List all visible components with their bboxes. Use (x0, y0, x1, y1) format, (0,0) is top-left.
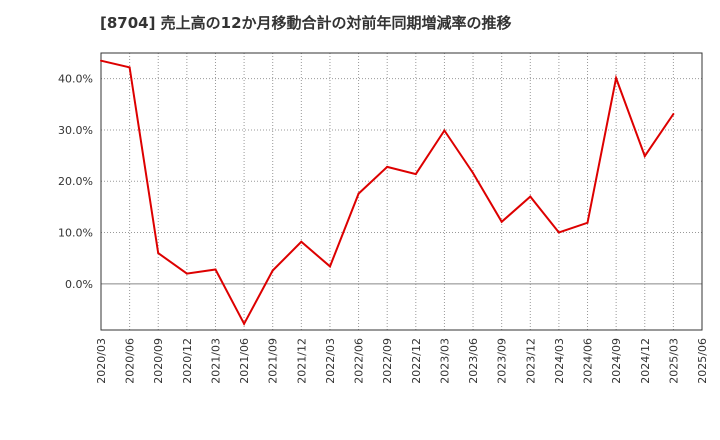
data-point (214, 268, 217, 271)
series-layer (100, 59, 675, 326)
x-tick-label: 2021/06 (238, 338, 251, 384)
x-tick-label: 2022/12 (410, 338, 423, 384)
x-tick-label: 2023/03 (438, 338, 451, 384)
data-point (615, 77, 618, 80)
chart-title: [8704] 売上高の12か月移動合計の対前年同期増減率の推移 (100, 14, 512, 32)
x-tick-label: 2024/06 (582, 338, 595, 384)
x-tick-label: 2020/09 (152, 338, 165, 384)
x-tick-label: 2022/06 (353, 338, 366, 384)
x-tick-label: 2020/06 (124, 338, 137, 384)
x-tick-label: 2021/09 (267, 338, 280, 384)
x-tick-label: 2022/03 (324, 338, 337, 384)
data-point (500, 220, 503, 223)
data-point (243, 322, 246, 325)
y-tick-label: 20.0% (58, 175, 93, 188)
data-point (472, 172, 475, 175)
y-axis-ticks: 0.0% 10.0% 20.0% 30.0% 40.0% (58, 73, 93, 291)
x-tick-label: 2021/12 (295, 338, 308, 384)
data-point (414, 173, 417, 176)
data-point (157, 252, 160, 255)
y-tick-label: 0.0% (65, 278, 93, 291)
plot-frame (100, 52, 703, 331)
x-tick-label: 2024/03 (553, 338, 566, 384)
data-point (443, 129, 446, 132)
x-tick-label: 2021/03 (209, 338, 222, 384)
data-point (586, 221, 589, 224)
x-tick-label: 2023/12 (524, 338, 537, 384)
data-point (386, 165, 389, 168)
data-point (328, 265, 331, 268)
x-tick-label: 2023/09 (496, 338, 509, 384)
x-tick-label: 2020/12 (181, 338, 194, 384)
data-point (557, 231, 560, 234)
data-point (100, 59, 102, 62)
x-tick-label: 2025/06 (696, 338, 709, 384)
data-point (185, 272, 188, 275)
data-point (672, 113, 675, 116)
x-axis-ticks: 2020/03 2020/06 2020/09 2020/12 2021/03 2021/… (95, 338, 709, 384)
y-tick-label: 10.0% (58, 227, 93, 240)
data-point (529, 195, 532, 198)
data-point (271, 269, 274, 272)
x-tick-label: 2020/03 (95, 338, 108, 384)
x-tick-label: 2025/03 (667, 338, 680, 384)
data-point (128, 66, 131, 69)
horizontal-gridlines (101, 78, 702, 234)
data-point (300, 240, 303, 243)
y-tick-label: 30.0% (58, 124, 93, 137)
x-tick-label: 2024/12 (639, 338, 652, 384)
x-tick-label: 2022/09 (381, 338, 394, 384)
y-tick-label: 40.0% (58, 73, 93, 86)
x-tick-label: 2024/09 (610, 338, 623, 384)
data-point (643, 155, 646, 158)
data-point (357, 192, 360, 195)
x-tick-label: 2023/06 (467, 338, 480, 384)
